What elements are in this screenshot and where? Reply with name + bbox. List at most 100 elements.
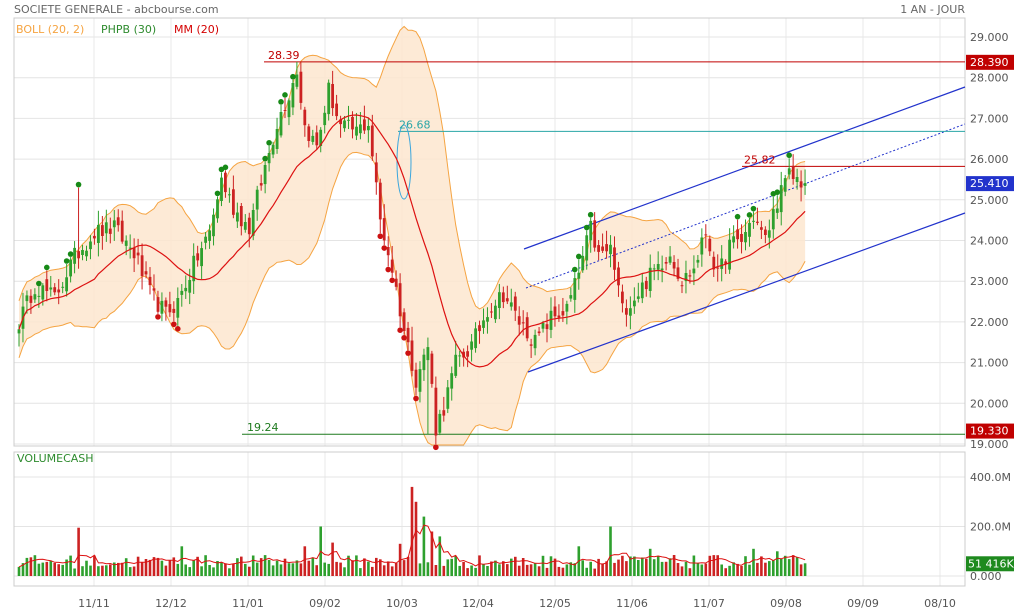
candle-body — [255, 189, 259, 210]
volume-bar — [351, 560, 354, 576]
candle-body — [25, 295, 29, 302]
candle-body — [660, 268, 664, 271]
volume-bar — [251, 555, 255, 576]
candle-body — [438, 413, 442, 433]
volume-bar — [406, 556, 410, 576]
phpb-low-dot — [413, 395, 419, 402]
volume-bar — [736, 563, 739, 576]
candle-body — [303, 109, 307, 126]
volume-bar — [61, 564, 64, 576]
candle-body — [458, 355, 462, 357]
candle-body — [243, 222, 247, 230]
volume-bar — [41, 562, 45, 576]
phpb-dots — [36, 73, 792, 451]
volume-bar — [422, 516, 426, 576]
candle-body — [367, 126, 370, 131]
volume-bar — [204, 555, 207, 576]
volume-bar — [502, 561, 505, 576]
volume-bar — [323, 562, 326, 576]
price-tag — [966, 423, 1014, 439]
bollinger-fill — [19, 26, 806, 446]
price-tag-label: 19.330 — [970, 425, 1009, 438]
phpb-low-dot — [171, 321, 177, 328]
volume-bar — [545, 567, 549, 576]
candle-body — [640, 282, 644, 299]
price-tag-label: 25.410 — [970, 177, 1009, 190]
candle-body — [680, 285, 684, 287]
candle-body — [577, 272, 581, 279]
axes: 29.000 28.000 27.000 26.000 25.000 24.000 23.0… — [78, 31, 1011, 610]
volume-bar — [327, 563, 330, 576]
volume-bar — [740, 566, 743, 576]
volume-bar — [271, 565, 275, 576]
volume-bar — [466, 568, 469, 576]
candle-body — [597, 245, 600, 252]
candle-body — [45, 279, 49, 291]
candle-body — [764, 229, 767, 235]
candle-body — [521, 322, 525, 324]
volume-bar — [85, 560, 88, 576]
volume-bar — [692, 555, 696, 576]
candle-body — [140, 255, 144, 277]
volume-bar — [192, 560, 195, 576]
volume-bar — [343, 567, 346, 576]
candle-body — [232, 189, 235, 215]
volume-bar — [128, 567, 132, 576]
volume-bar — [311, 557, 315, 576]
volume-bar — [29, 557, 33, 576]
candle-body — [327, 82, 331, 115]
candle-body — [553, 306, 557, 317]
y-tick-label: 21.000 — [970, 357, 1009, 370]
y-tick-label: 25.000 — [970, 194, 1009, 207]
volume-bar — [331, 542, 334, 576]
candle-body — [442, 410, 446, 416]
candle-body — [295, 74, 299, 87]
candle-body — [390, 259, 394, 273]
candle-body — [446, 387, 450, 409]
volume-bar — [565, 564, 569, 576]
candle-body — [625, 308, 628, 315]
volume-bar — [442, 565, 446, 576]
y-tick-label: 22.000 — [970, 316, 1009, 329]
volume-bar — [760, 556, 763, 576]
volume-bar — [295, 560, 299, 576]
candle-body — [414, 369, 418, 388]
volume-bar — [557, 566, 561, 576]
volume-bar — [184, 564, 187, 576]
phpb-high-dot — [774, 189, 781, 196]
volume-bar — [33, 555, 37, 576]
volume-bar — [105, 565, 108, 576]
y-tick-label: 27.000 — [970, 112, 1009, 125]
legend-phpb: PHPB (30) — [101, 23, 156, 36]
legend-mm: MM (20) — [174, 23, 219, 36]
candle-body — [406, 327, 410, 343]
volume-bar — [490, 561, 493, 576]
volume-bar — [708, 555, 712, 576]
candle-body — [410, 340, 414, 371]
candle-body — [545, 324, 549, 330]
candle-body — [73, 247, 76, 264]
y-tick-label: 29.000 — [970, 31, 1009, 44]
volume-tick-label: 400.0M — [970, 471, 1011, 484]
volume-bar — [498, 564, 501, 576]
candle-body — [482, 320, 485, 328]
volume-bar — [228, 568, 231, 576]
candle-body — [490, 311, 493, 313]
volume-bar — [569, 562, 573, 576]
candle-body — [236, 212, 239, 222]
price-tag-label: 28.390 — [970, 56, 1009, 69]
candle-body — [267, 153, 271, 164]
volume-bar — [787, 559, 791, 576]
candle-body — [53, 287, 57, 293]
level-label: 26.68 — [399, 118, 431, 131]
volume-bar — [589, 561, 592, 576]
phpb-high-dot — [266, 139, 272, 146]
volume-bar — [621, 555, 624, 576]
candle-body — [33, 294, 37, 300]
volume-bar — [593, 568, 596, 576]
candle-body — [454, 354, 458, 376]
volume-bar — [728, 565, 731, 576]
candle-body — [363, 119, 366, 131]
price-pane-border — [13, 17, 966, 447]
